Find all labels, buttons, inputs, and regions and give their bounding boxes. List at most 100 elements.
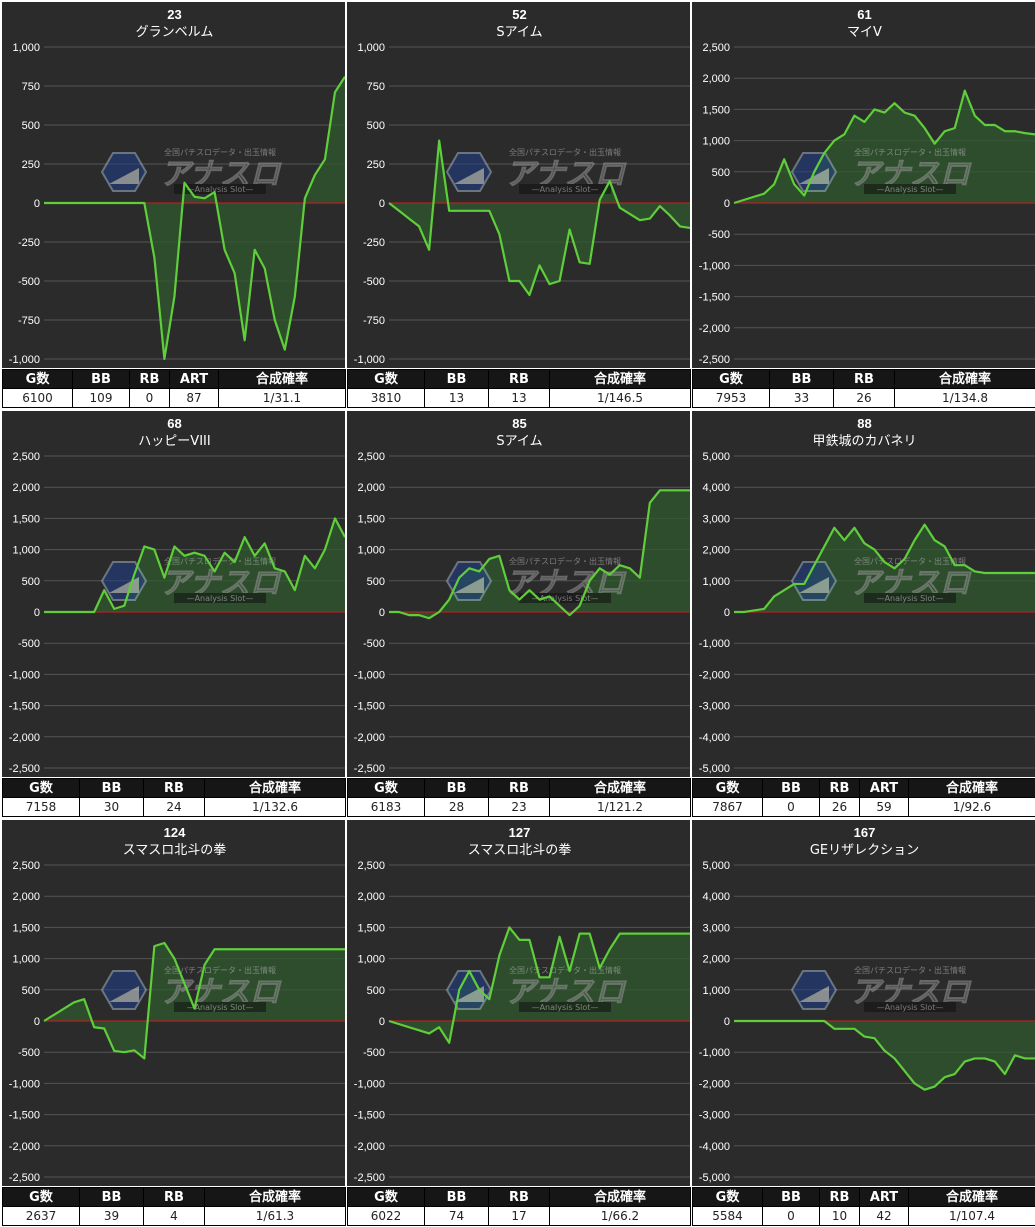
y-tick-label: 1,500 [357, 922, 385, 934]
y-tick-label: -1,500 [354, 701, 385, 713]
svg-text:—Analysis Slot—: —Analysis Slot— [532, 1003, 599, 1012]
machine-name: グランベルム [136, 25, 214, 40]
stats-value-cell: 0 [762, 797, 820, 817]
stats-header-row: G数 BB RB 合成確率 [347, 778, 691, 798]
stats-table: G数 BB RB 合成確率 7953 33 26 1/134.8 [692, 369, 1035, 408]
y-tick-label: -2,500 [699, 354, 730, 366]
stats-value-cell: 4 [143, 1206, 205, 1226]
y-tick-label: -2,500 [354, 1172, 385, 1184]
stats-value-cell: 42 [859, 1206, 909, 1226]
y-tick-label: 1,000 [357, 954, 385, 966]
stats-header-cell: RB [488, 1187, 550, 1207]
stats-value-cell: 1/61.3 [204, 1206, 346, 1226]
stats-header-cell: 合成確率 [908, 1187, 1035, 1207]
series-area [44, 76, 345, 359]
y-tick-label: 2,500 [357, 451, 385, 463]
chart-area: 5,000 4,000 3,000 2,000 1,000 0 -1,000 -2,000 -3… [692, 820, 1035, 1186]
series-area [389, 140, 690, 296]
y-tick-label: -500 [363, 276, 385, 288]
stats-value-cell: 1/132.6 [204, 797, 346, 817]
chart-area: 1,000 750 500 250 0 -250 -500 -750 -1,000 アナスロ 全国パ… [347, 2, 690, 368]
stats-value-cell: 28 [424, 797, 489, 817]
y-tick-label: -500 [18, 1047, 40, 1059]
svg-text:全国パチスロデータ・出玉情報: 全国パチスロデータ・出玉情報 [509, 965, 621, 975]
y-tick-label: 250 [22, 159, 40, 171]
machine-number: 88 [857, 416, 871, 431]
stats-header-cell: BB [79, 778, 144, 798]
stats-value-cell: 13 [488, 388, 550, 408]
y-tick-label: -750 [363, 315, 385, 327]
stats-header-row: G数 BB RB ART 合成確率 [692, 1187, 1035, 1207]
y-tick-label: 1,000 [12, 42, 40, 54]
stats-header-cell: RB [488, 778, 550, 798]
chart-svg: 1,0007505002500-250-500-750-1,000アナスロ全国パ… [9, 7, 345, 366]
y-tick-label: 500 [22, 120, 40, 132]
stats-table: G数 BB RB 合成確率 6022 74 17 1/66.2 [347, 1187, 691, 1226]
y-tick-label: -3,000 [699, 1110, 730, 1122]
svg-text:全国パチスロデータ・出玉情報: 全国パチスロデータ・出玉情報 [509, 556, 621, 566]
stats-value-cell: 6183 [347, 797, 425, 817]
stats-header-cell: BB [762, 778, 820, 798]
y-tick-label: 3,000 [702, 513, 730, 525]
stats-header-row: G数 BB RB 合成確率 [347, 1187, 691, 1207]
y-tick-label: -1,500 [9, 701, 40, 713]
y-tick-label: 2,000 [357, 482, 385, 494]
series-area [44, 943, 345, 1059]
machine-panel: 1,000 750 500 250 0 -250 -500 -750 -1,000 アナスロ 全国パ… [347, 2, 691, 408]
series-area [734, 90, 1035, 203]
y-tick-label: 1,500 [12, 922, 40, 934]
machine-name: ハッピーVIII [138, 434, 210, 449]
chart-svg: 5,000 4,000 3,000 2,000 1,000 0 -1,000 -2,000 -3… [699, 416, 1035, 775]
stats-value-cell: 3810 [347, 388, 425, 408]
stats-value-row: 7867 0 26 59 1/92.6 [692, 797, 1035, 817]
svg-text:全国パチスロデータ・出玉情報: 全国パチスロデータ・出玉情報 [854, 965, 966, 975]
y-tick-label: 500 [712, 167, 730, 179]
stats-table: G数 BB RB 合成確率 6183 28 23 1/121.2 [347, 778, 691, 817]
stats-value-cell: 13 [424, 388, 489, 408]
stats-header-cell: 合成確率 [549, 778, 691, 798]
y-tick-label: 4,000 [702, 891, 730, 903]
chart-svg: 2,500 2,000 1,500 1,000 500 0 -500 -1,000 -1,500… [699, 7, 1035, 366]
stats-header-row: G数 BB RB 合成確率 [347, 369, 691, 389]
stats-value-cell: 0 [129, 388, 170, 408]
machine-panel: 2,500 2,000 1,500 1,000 500 0 -500 -1,000 -1,500… [692, 2, 1035, 408]
series-area [734, 1021, 1035, 1090]
svg-text:全国パチスロデータ・出玉情報: 全国パチスロデータ・出玉情報 [509, 147, 621, 157]
stats-header-cell: RB [129, 369, 170, 389]
svg-text:—Analysis Slot—: —Analysis Slot— [187, 594, 254, 603]
stats-header-cell: G数 [347, 1187, 425, 1207]
svg-text:—Analysis Slot—: —Analysis Slot— [187, 185, 254, 194]
machine-name: スマスロ北斗の拳 [468, 842, 572, 858]
y-tick-label: -5,000 [699, 1172, 730, 1184]
y-tick-label: -500 [18, 276, 40, 288]
machine-panel: 2,500 2,000 1,500 1,000 500 0 -500 -1,000 -1,500… [347, 820, 691, 1226]
chart-area: 2,500 2,000 1,500 1,000 500 0 -500 -1,000 -1,500… [2, 411, 345, 777]
chart-svg: 2,500 2,000 1,500 1,000 500 0 -500 -1,000 -1,500… [354, 825, 690, 1184]
y-tick-label: 1,500 [12, 513, 40, 525]
stats-header-cell: ART [859, 1187, 909, 1207]
chart-area: 2,500 2,000 1,500 1,000 500 0 -500 -1,000 -1,500… [692, 2, 1035, 368]
stats-value-cell: 6100 [2, 388, 73, 408]
stats-header-cell: G数 [347, 369, 425, 389]
svg-text:—Analysis Slot—: —Analysis Slot— [187, 1003, 254, 1012]
chart-area: 2,500 2,000 1,500 1,000 500 0 -500 -1,000 -1,500… [347, 820, 690, 1186]
y-tick-label: 1,000 [702, 985, 730, 997]
y-tick-label: 0 [724, 1016, 730, 1028]
y-tick-label: 0 [724, 198, 730, 210]
stats-value-cell: 1/134.8 [894, 388, 1035, 408]
machine-name: マイV [847, 25, 882, 40]
stats-table: G数 BB RB ART 合成確率 7867 0 26 59 1/92.6 [692, 778, 1035, 817]
machine-number: 127 [509, 825, 531, 840]
stats-header-row: G数 BB RB 合成確率 [2, 778, 346, 798]
y-tick-label: 2,000 [12, 482, 40, 494]
chart-area: 2,500 2,000 1,500 1,000 500 0 -500 -1,000 -1,500… [347, 411, 690, 777]
stats-value-cell: 1/107.4 [908, 1206, 1035, 1226]
stats-header-cell: RB [819, 778, 860, 798]
stats-value-cell: 17 [488, 1206, 550, 1226]
stats-value-cell: 7158 [2, 797, 80, 817]
y-tick-label: -3,000 [699, 701, 730, 713]
machine-number: 52 [512, 7, 526, 22]
y-tick-label: 0 [34, 198, 40, 210]
